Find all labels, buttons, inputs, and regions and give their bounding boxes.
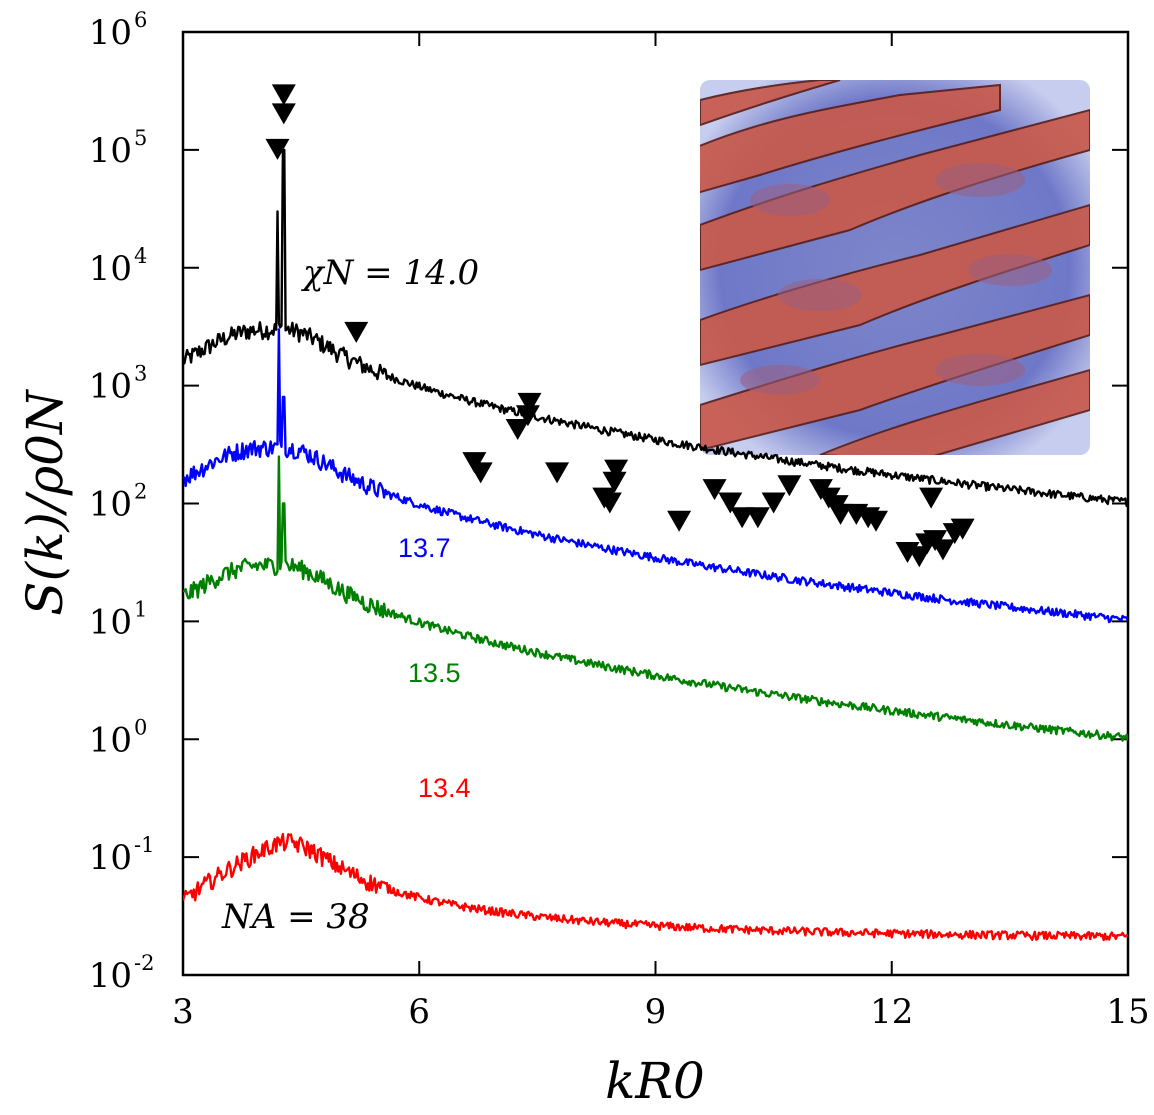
bragg-marker	[907, 546, 932, 568]
bragg-marker	[265, 138, 290, 160]
bragg-marker	[597, 492, 622, 514]
bragg-marker	[950, 518, 975, 540]
bragg-marker	[702, 479, 727, 501]
y-axis-title: S(k)/ρ0N	[16, 388, 74, 616]
bragg-marker	[761, 492, 786, 514]
y-tick-label: 10	[89, 720, 132, 760]
y-tick-exponent: 2	[134, 480, 147, 504]
bragg-marker	[271, 103, 296, 125]
y-tick-label: 10	[89, 485, 132, 525]
y-tick-label: 10	[89, 956, 132, 996]
bragg-marker-layer	[265, 84, 975, 568]
series-line-13-5	[183, 455, 1128, 742]
bragg-marker	[777, 475, 802, 497]
y-tick-label: 10	[89, 838, 132, 878]
y-tick-exponent: 4	[134, 244, 147, 268]
na-annotation: NA = 38	[221, 897, 370, 937]
series-label-13-5: 13.5	[408, 658, 461, 688]
series-label-13-7: 13.7	[398, 533, 451, 563]
series-line-13-4	[183, 832, 1128, 942]
bragg-marker	[468, 462, 493, 484]
bragg-marker	[602, 471, 627, 493]
y-tick-exponent: -2	[134, 951, 154, 975]
y-tick-label: 10	[89, 602, 132, 642]
series-label-13-4: 13.4	[418, 773, 471, 803]
bragg-marker	[828, 503, 853, 525]
y-tick-label: 10	[89, 367, 132, 407]
y-tick-label: 10	[89, 131, 132, 171]
bragg-marker	[515, 405, 540, 427]
bragg-marker	[864, 510, 888, 532]
bragg-marker	[505, 419, 530, 441]
bragg-marker	[517, 392, 542, 414]
bragg-marker	[930, 539, 955, 561]
x-axis-title: kR0	[605, 1052, 705, 1110]
bragg-marker	[745, 507, 770, 529]
bragg-marker	[718, 492, 743, 514]
y-tick-exponent: 6	[134, 8, 147, 32]
series-line-14-0	[183, 148, 1128, 508]
y-tick-exponent: -1	[134, 833, 154, 857]
x-tick-label: 9	[645, 992, 667, 1032]
x-tick-labels: 3 6 9 12 15	[172, 992, 1149, 1032]
bragg-marker	[545, 462, 570, 484]
x-tick-label: 15	[1106, 992, 1149, 1032]
morphology-inset-image	[700, 80, 1090, 455]
x-tick-label: 6	[408, 992, 430, 1032]
axis-ticks	[182, 31, 1129, 976]
bragg-marker	[919, 487, 944, 509]
x-tick-label: 12	[870, 992, 913, 1032]
chi-n-annotation: χN = 14.0	[301, 253, 479, 293]
bragg-marker	[730, 507, 755, 529]
series-layer	[183, 148, 1128, 942]
bragg-marker	[271, 84, 296, 106]
y-tick-label: 10	[89, 249, 132, 289]
bragg-marker	[344, 321, 369, 343]
bragg-marker	[667, 510, 692, 532]
bragg-marker	[604, 459, 629, 481]
y-tick-label: 10	[89, 13, 132, 53]
y-tick-exponent: 1	[134, 597, 147, 621]
series-line-13-7	[183, 328, 1128, 624]
x-tick-label: 3	[172, 992, 194, 1032]
y-tick-exponent: 5	[134, 126, 147, 150]
y-tick-exponent: 0	[134, 715, 147, 739]
y-tick-exponent: 3	[134, 362, 147, 386]
